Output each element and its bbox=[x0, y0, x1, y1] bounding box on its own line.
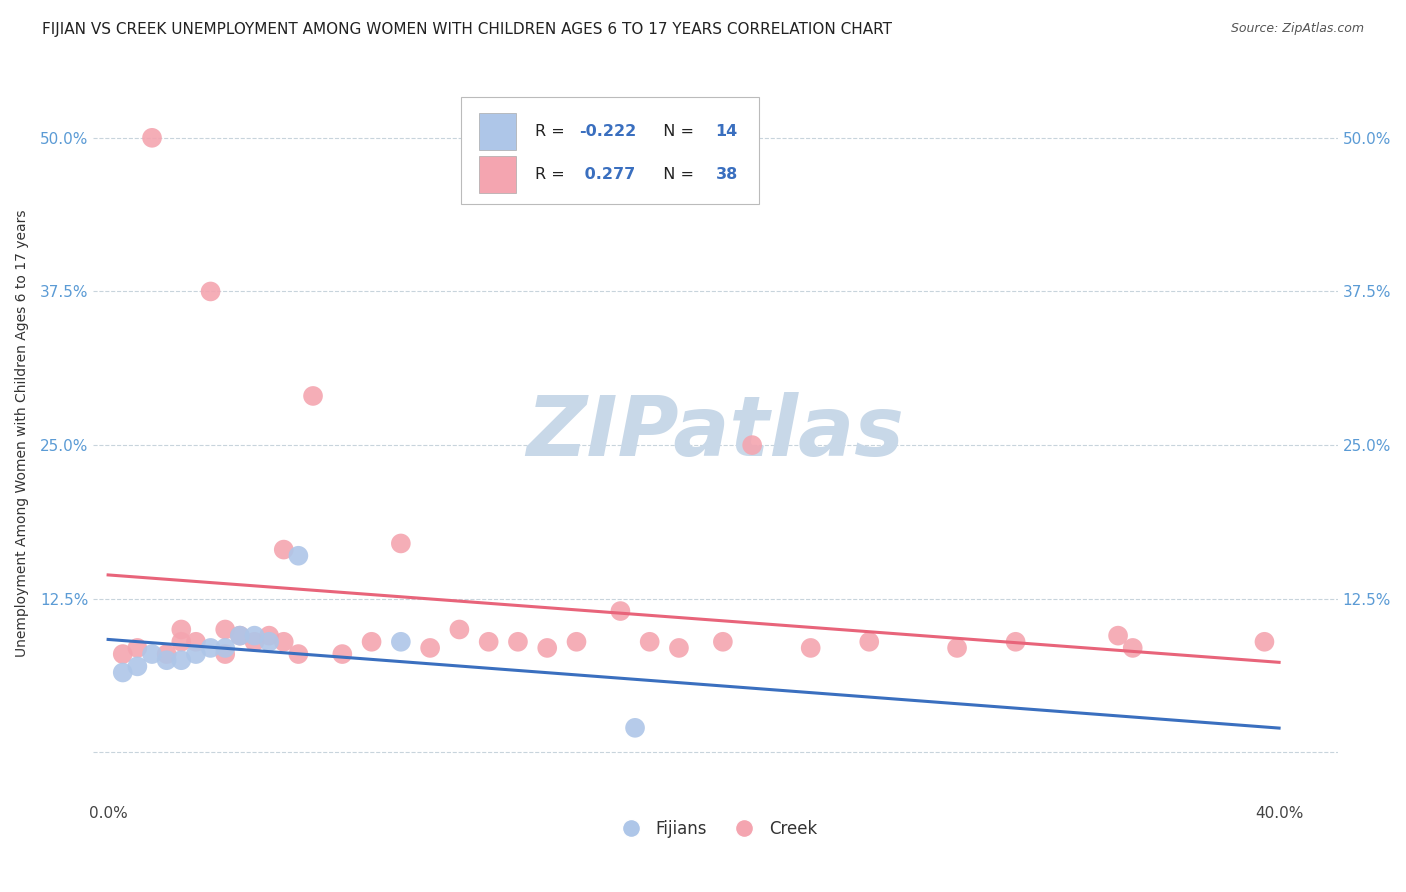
Point bbox=[141, 647, 163, 661]
Bar bbox=[479, 113, 516, 150]
Point bbox=[478, 634, 501, 648]
Point bbox=[127, 659, 149, 673]
FancyBboxPatch shape bbox=[461, 97, 759, 204]
Point bbox=[243, 629, 266, 643]
Point bbox=[111, 647, 134, 661]
Text: 14: 14 bbox=[716, 124, 738, 139]
Point bbox=[273, 542, 295, 557]
Point bbox=[360, 634, 382, 648]
Point bbox=[1004, 634, 1026, 648]
Point bbox=[389, 634, 412, 648]
Point bbox=[506, 634, 529, 648]
Point bbox=[1122, 640, 1144, 655]
Point bbox=[800, 640, 823, 655]
Point bbox=[638, 634, 661, 648]
Text: N =: N = bbox=[654, 167, 699, 182]
Point bbox=[214, 623, 236, 637]
Point bbox=[624, 721, 647, 735]
Point bbox=[287, 549, 309, 563]
Text: FIJIAN VS CREEK UNEMPLOYMENT AMONG WOMEN WITH CHILDREN AGES 6 TO 17 YEARS CORREL: FIJIAN VS CREEK UNEMPLOYMENT AMONG WOMEN… bbox=[42, 22, 893, 37]
Text: Source: ZipAtlas.com: Source: ZipAtlas.com bbox=[1230, 22, 1364, 36]
Point bbox=[170, 653, 193, 667]
Point bbox=[711, 634, 734, 648]
Point bbox=[243, 634, 266, 648]
Point bbox=[229, 629, 252, 643]
Point bbox=[668, 640, 690, 655]
Point bbox=[184, 647, 207, 661]
Point bbox=[156, 647, 179, 661]
Point bbox=[229, 629, 252, 643]
Point bbox=[111, 665, 134, 680]
Point bbox=[257, 634, 280, 648]
Point bbox=[170, 623, 193, 637]
Point bbox=[449, 623, 471, 637]
Point bbox=[946, 640, 969, 655]
Point bbox=[214, 640, 236, 655]
Point bbox=[536, 640, 558, 655]
Text: 38: 38 bbox=[716, 167, 738, 182]
Point bbox=[156, 653, 179, 667]
Text: R =: R = bbox=[536, 167, 569, 182]
Point bbox=[1107, 629, 1129, 643]
Y-axis label: Unemployment Among Women with Children Ages 6 to 17 years: Unemployment Among Women with Children A… bbox=[15, 209, 30, 657]
Point bbox=[389, 536, 412, 550]
Point bbox=[141, 130, 163, 145]
Legend: Fijians, Creek: Fijians, Creek bbox=[607, 814, 824, 845]
Text: R =: R = bbox=[536, 124, 569, 139]
Point bbox=[127, 640, 149, 655]
Point bbox=[1253, 634, 1275, 648]
Point bbox=[184, 634, 207, 648]
Point bbox=[858, 634, 880, 648]
Point bbox=[273, 634, 295, 648]
Point bbox=[565, 634, 588, 648]
Point bbox=[609, 604, 631, 618]
Text: N =: N = bbox=[654, 124, 699, 139]
Point bbox=[200, 285, 222, 299]
Point bbox=[287, 647, 309, 661]
Point bbox=[214, 647, 236, 661]
Point bbox=[200, 640, 222, 655]
Bar bbox=[479, 156, 516, 193]
Point bbox=[741, 438, 763, 452]
Point bbox=[302, 389, 325, 403]
Text: ZIPatlas: ZIPatlas bbox=[527, 392, 904, 474]
Point bbox=[330, 647, 353, 661]
Text: 0.277: 0.277 bbox=[579, 167, 636, 182]
Text: -0.222: -0.222 bbox=[579, 124, 636, 139]
Point bbox=[257, 629, 280, 643]
Point bbox=[170, 634, 193, 648]
Point bbox=[419, 640, 441, 655]
